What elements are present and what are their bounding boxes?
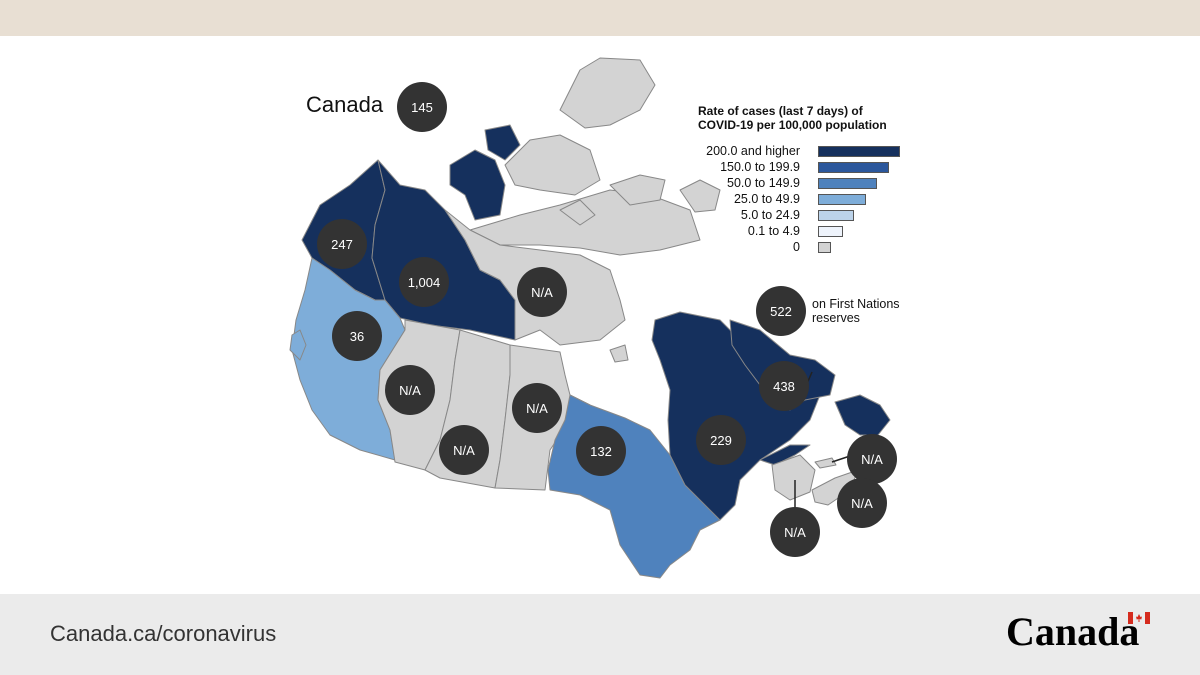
legend-row: 0 — [690, 240, 920, 256]
legend-label: 50.0 to 149.9 — [727, 176, 800, 190]
legend-swatch — [818, 178, 877, 189]
legend-title-line1: Rate of cases (last 7 days) of — [698, 104, 863, 118]
value-bubble-nwt: 1,004 — [399, 257, 449, 307]
value-bubble-manitoba: N/A — [512, 383, 562, 433]
legend-label: 200.0 and higher — [706, 144, 800, 158]
first-nations-label: on First Nations reserves — [812, 297, 900, 325]
footer-url[interactable]: Canada.ca/coronavirus — [50, 621, 277, 646]
canada-map — [289, 57, 891, 579]
value-bubble-bc: 36 — [332, 311, 382, 361]
value-bubble-yukon: 247 — [317, 219, 367, 269]
legend: Rate of cases (last 7 days) of COVID-19 … — [690, 104, 920, 254]
legend-label: 0 — [793, 240, 800, 254]
value-bubble-quebec: 229 — [696, 415, 746, 465]
flag-icon — [1128, 612, 1150, 624]
legend-swatch — [818, 226, 843, 237]
legend-swatch — [818, 242, 831, 253]
legend-swatch — [818, 210, 854, 221]
nb-shape — [771, 454, 816, 501]
footer: Canada.ca/coronavirus Canada — [0, 594, 1200, 675]
newfoundland-shape — [834, 394, 891, 436]
map-title: Canada — [306, 92, 384, 117]
value-bubble-saskatchewan: N/A — [439, 425, 489, 475]
arctic-islands — [559, 57, 656, 129]
first-nations-label-line2: reserves — [812, 311, 860, 325]
top-band — [0, 0, 1200, 36]
value-bubble-nl: 438 — [759, 361, 809, 411]
gaspe-shape — [759, 444, 811, 466]
value-bubble-nb: N/A — [770, 507, 820, 557]
legend-swatch — [818, 194, 866, 205]
legend-label: 5.0 to 24.9 — [740, 208, 800, 222]
legend-row: 200.0 and higher — [690, 144, 920, 160]
arctic-islands — [559, 199, 596, 226]
canada-wordmark: Canada — [1006, 609, 1140, 654]
legend-row: 0.1 to 4.9 — [690, 224, 920, 240]
legend-swatch — [818, 162, 889, 173]
arctic-islands — [609, 174, 666, 206]
vancouver-island — [289, 329, 307, 361]
value-bubble-ontario: 132 — [576, 426, 626, 476]
legend-label: 25.0 to 49.9 — [733, 192, 800, 206]
value-bubble-pei: N/A — [847, 434, 897, 484]
nwt-islands — [484, 124, 521, 161]
national-value-bubble: 145 — [397, 82, 447, 132]
legend-row: 150.0 to 199.9 — [690, 160, 920, 176]
legend-row: 50.0 to 149.9 — [690, 176, 920, 192]
value-bubble-alberta: N/A — [385, 365, 435, 415]
pei-shape — [814, 457, 837, 469]
first-nations-bubble: 522 — [756, 286, 806, 336]
value-bubble-nunavut: N/A — [517, 267, 567, 317]
hudson-island — [609, 344, 629, 363]
legend-label: 0.1 to 4.9 — [747, 224, 800, 238]
arctic-islands — [679, 179, 721, 213]
nwt-islands — [449, 149, 506, 221]
legend-row: 5.0 to 24.9 — [690, 208, 920, 224]
arctic-islands — [504, 134, 601, 196]
first-nations-label-line1: on First Nations — [812, 297, 900, 311]
legend-swatch — [818, 146, 900, 157]
arctic-islands — [469, 189, 701, 256]
legend-label: 150.0 to 199.9 — [720, 160, 800, 174]
legend-title-line2: COVID-19 per 100,000 population — [698, 118, 887, 132]
value-bubble-ns: N/A — [837, 478, 887, 528]
legend-row: 25.0 to 49.9 — [690, 192, 920, 208]
